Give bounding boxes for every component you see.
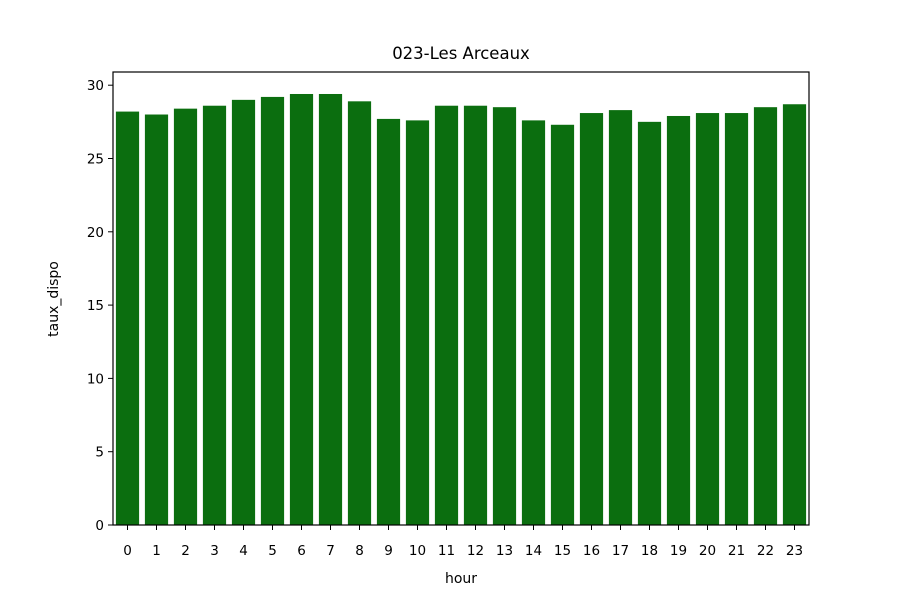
x-tick-label: 16 [583,543,600,559]
x-tick-label: 21 [728,543,745,559]
bar-hour-3 [202,105,227,525]
bars-group [115,93,807,526]
bar-hour-14 [521,120,546,526]
y-axis-ticks: 0 5 10 15 20 25 30 [87,78,113,534]
x-tick-label: 15 [554,543,571,559]
x-axis-ticks: 0 1 2 3 4 5 6 7 8 9 10 11 12 13 14 15 16 17 18 19 20 21 22 23 [123,525,803,559]
x-tick-label: 11 [438,543,455,559]
bar-hour-16 [579,113,604,525]
x-tick-label: 14 [525,543,542,559]
bar-hour-15 [550,124,575,525]
y-tick-label: 0 [95,518,104,534]
y-tick-label: 5 [95,445,104,461]
x-tick-label: 20 [699,543,716,559]
y-axis-label: taux_dispo [46,261,62,337]
y-tick-label: 15 [87,298,104,314]
y-tick-label: 10 [87,371,104,387]
bar-hour-1 [144,114,169,526]
bar-hour-20 [695,113,720,525]
x-tick-label: 1 [152,543,161,559]
y-tick-label: 30 [87,78,104,94]
bar-hour-22 [753,107,778,526]
y-tick-label: 25 [87,151,104,167]
x-tick-label: 4 [239,543,248,559]
bar-hour-4 [231,99,256,525]
bar-hour-6 [289,93,314,525]
x-tick-label: 0 [123,543,132,559]
x-tick-label: 12 [467,543,484,559]
bar-hour-23 [782,104,807,525]
bar-hour-0 [115,111,140,526]
x-tick-label: 2 [181,543,190,559]
plot-area-frame [112,71,810,526]
x-tick-label: 17 [612,543,629,559]
x-tick-label: 23 [786,543,803,559]
bar-hour-13 [492,107,517,526]
x-axis-label: hour [445,571,477,587]
x-tick-label: 6 [297,543,306,559]
x-tick-label: 10 [409,543,426,559]
bar-hour-19 [666,115,691,525]
bar-hour-2 [173,108,198,525]
bar-hour-11 [434,105,459,525]
y-tick-label: 20 [87,225,104,241]
x-tick-label: 5 [268,543,277,559]
bar-hour-9 [376,118,401,525]
x-tick-label: 9 [384,543,393,559]
x-tick-label: 22 [757,543,774,559]
x-tick-label: 7 [326,543,335,559]
x-tick-label: 18 [641,543,658,559]
bar-hour-8 [347,101,372,526]
x-tick-label: 8 [355,543,364,559]
chart-title: 023-Les Arceaux [392,44,530,63]
bar-hour-10 [405,120,430,526]
bar-hour-7 [318,93,343,525]
x-tick-label: 13 [496,543,513,559]
bar-hour-17 [608,110,633,525]
x-tick-label: 3 [210,543,219,559]
bar-hour-5 [260,96,285,525]
bar-hour-21 [724,113,749,525]
x-tick-label: 19 [670,543,687,559]
bar-hour-12 [463,105,488,525]
bar-hour-18 [637,121,662,525]
